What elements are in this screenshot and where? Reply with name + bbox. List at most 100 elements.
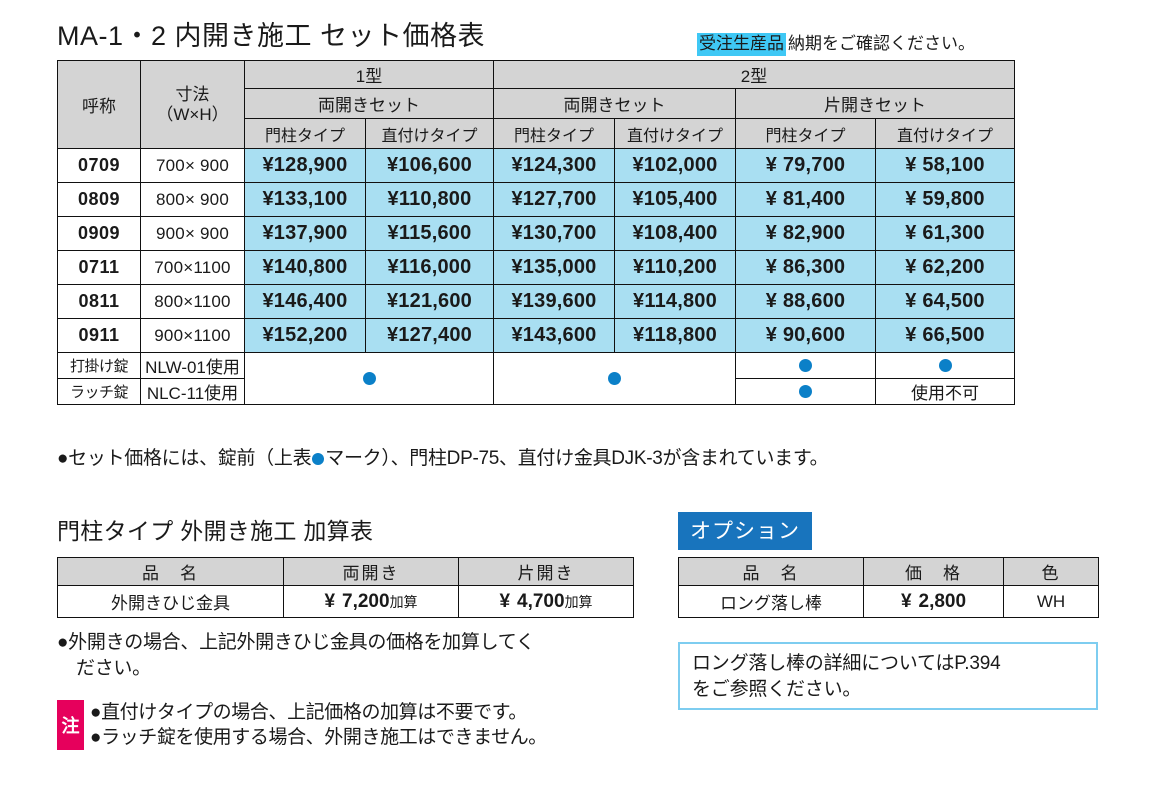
cell-code: 0909 — [57, 216, 141, 251]
table-row: 0909 900× 900 ¥137,900 ¥115,600 ¥130,700… — [57, 216, 1016, 251]
col-header-dimension: 寸法 （W×H） — [140, 60, 245, 149]
table-row: 0709 700× 900 ¥128,900 ¥106,600 ¥124,300… — [57, 148, 1016, 183]
cell-dimension: 700×1100 — [140, 250, 245, 285]
cell-lock-model: NLC-11使用 — [140, 378, 245, 405]
cell-t1-double-direct: ¥127,400 — [365, 318, 494, 353]
add-single-value: 4,700 — [517, 590, 565, 612]
opt-col-header-color: 色 — [1003, 557, 1099, 586]
page-title: MA-1・2 内開き施工 セット価格表 — [57, 21, 486, 51]
table-row: ロング落し棒 ¥2,800 WH — [678, 585, 1099, 618]
addition-note-line2: ださい。 — [76, 657, 151, 679]
table-row: 外開きひじ金具 ¥7,200加算 ¥4,700加算 — [57, 585, 634, 618]
addition-table: 品 名 両開き 片開き 外開きひじ金具 ¥7,200加算 ¥4,700加算 — [57, 557, 634, 618]
made-to-order-notice: 受注生産品 納期をご確認ください。 — [697, 29, 975, 56]
add-cell-item: 外開きひじ金具 — [57, 585, 284, 618]
dimension-label-line1: 寸法 — [175, 84, 210, 104]
cell-t2-single-direct: ¥ 61,300 — [874, 216, 1016, 251]
cell-t2-double-direct: ¥105,400 — [614, 182, 736, 217]
blue-dot-icon — [362, 371, 376, 385]
table-row: 0809 800× 900 ¥133,100 ¥110,800 ¥127,700… — [57, 182, 1016, 217]
cell-t1-double-lock-mark — [244, 352, 494, 405]
col-header-t2-single-direct: 直付けタイプ — [874, 118, 1016, 149]
cell-t1-double-direct: ¥116,000 — [365, 250, 494, 285]
cell-t2-single-direct-lock-mark — [874, 352, 1016, 379]
cell-code: 0711 — [57, 250, 141, 285]
cell-t2-double-post: ¥135,000 — [493, 250, 615, 285]
col-header-t1-double-post: 門柱タイプ — [244, 118, 366, 149]
col-header-t2-double-direct: 直付けタイプ — [614, 118, 736, 149]
cell-t2-double-direct: ¥114,800 — [614, 284, 736, 319]
cell-t1-double-post: ¥133,100 — [244, 182, 366, 217]
add-double-value: 7,200 — [342, 590, 390, 612]
cell-t2-single-direct: ¥ 66,500 — [874, 318, 1016, 353]
cell-t2-double-post: ¥143,600 — [493, 318, 615, 353]
cell-t1-double-post: ¥146,400 — [244, 284, 366, 319]
set-price-note: ●セット価格には、錠前（上表 マーク）、門柱DP-75、直付け金具DJK-3が含ま… — [57, 443, 829, 470]
add-col-header-single: 片開き — [458, 557, 634, 586]
cell-t1-double-direct: ¥121,600 — [365, 284, 494, 319]
cell-t2-double-post: ¥127,700 — [493, 182, 615, 217]
col-header-type2-double: 両開きセット — [493, 88, 736, 119]
add-double-suffix: 加算 — [389, 593, 418, 610]
dimension-label-line2: （W×H） — [156, 104, 229, 124]
cell-code: 0809 — [57, 182, 141, 217]
opt-cell-price: ¥2,800 — [863, 585, 1004, 618]
cell-lock-name: ラッチ錠 — [57, 378, 141, 405]
blue-dot-icon — [312, 453, 325, 465]
cell-t2-single-direct: ¥ 59,800 — [874, 182, 1016, 217]
addition-section-title: 門柱タイプ 外開き施工 加算表 — [57, 518, 374, 544]
option-table: 品 名 価 格 色 ロング落し棒 ¥2,800 WH — [678, 557, 1099, 618]
col-header-t1-double-direct: 直付けタイプ — [365, 118, 494, 149]
cell-t2-single-post: ¥ 79,700 — [735, 148, 876, 183]
cell-t2-double-post: ¥130,700 — [493, 216, 615, 251]
col-header-type1-double: 両開きセット — [244, 88, 494, 119]
option-badge: オプション — [678, 512, 812, 550]
table-row: 0711 700×1100 ¥140,800 ¥116,000 ¥135,000… — [57, 250, 1016, 285]
set-price-note-prefix: ●セット価格には、錠前（上表 — [57, 448, 312, 469]
caution-block: 注 ●直付けタイプの場合、上記価格の加算は不要です。 ●ラッチ錠を使用する場合、… — [57, 700, 547, 750]
yen-symbol: ¥ — [900, 590, 912, 612]
yen-symbol: ¥ — [324, 590, 336, 612]
cell-t2-single-direct: ¥ 58,100 — [874, 148, 1016, 183]
price-table: 呼称 寸法 （W×H） 1型 2型 両開きセット 両開きセット 片開きセット 門… — [57, 60, 1016, 405]
add-col-header-item: 品 名 — [57, 557, 284, 586]
cell-t1-double-post: ¥140,800 — [244, 250, 366, 285]
cell-t1-double-direct: ¥106,600 — [365, 148, 494, 183]
cell-lock-name: 打掛け錠 — [57, 352, 141, 379]
opt-cell-item: ロング落し棒 — [678, 585, 864, 618]
option-reference-line2: をご参照ください。 — [692, 678, 862, 700]
cell-code: 0709 — [57, 148, 141, 183]
cell-t2-single-post-lock-mark — [735, 352, 876, 379]
add-cell-single-price: ¥4,700加算 — [458, 585, 634, 618]
lock-row: 打掛け錠 NLW-01使用 — [57, 352, 1016, 405]
blue-dot-icon — [938, 358, 952, 372]
cell-t1-double-direct: ¥115,600 — [365, 216, 494, 251]
col-header-type2: 2型 — [492, 60, 1016, 89]
blue-dot-icon — [799, 384, 812, 398]
set-price-note-suffix: マーク）、門柱DP-75、直付け金具DJK-3が含まれています。 — [325, 448, 829, 469]
page-header: MA-1・2 内開き施工 セット価格表 受注生産品 納期をご確認ください。 — [57, 14, 1107, 58]
cell-t2-double-direct: ¥108,400 — [614, 216, 736, 251]
cell-t1-double-post: ¥128,900 — [244, 148, 366, 183]
cell-t1-double-post: ¥152,200 — [244, 318, 366, 353]
cell-dimension: 800×1100 — [140, 284, 245, 319]
cell-t2-single-post: ¥ 86,300 — [735, 250, 876, 285]
opt-cell-color: WH — [1003, 585, 1099, 618]
col-header-code: 呼称 — [57, 60, 141, 149]
add-single-suffix: 加算 — [564, 593, 593, 610]
cell-t2-single-post-lock-mark — [735, 378, 876, 405]
caution-badge: 注 — [57, 700, 84, 750]
opt-price-value: 2,800 — [918, 590, 967, 612]
lock-row: ラッチ錠 NLC-11使用 使用不可 — [57, 378, 1016, 405]
addition-note-line1: ●外開きの場合、上記外開きひじ金具の価格を加算してく — [57, 632, 535, 653]
table-row: 0911 900×1100 ¥152,200 ¥127,400 ¥143,600… — [57, 318, 1016, 353]
cell-dimension: 800× 900 — [140, 182, 245, 217]
opt-col-header-price: 価 格 — [863, 557, 1004, 586]
col-header-t2-single-post: 門柱タイプ — [735, 118, 876, 149]
cell-t2-double-lock-mark — [493, 352, 736, 405]
addition-note: ●外開きの場合、上記外開きひじ金具の価格を加算してく ださい。 — [57, 630, 637, 681]
cell-t2-double-direct: ¥102,000 — [614, 148, 736, 183]
made-to-order-note: 納期をご確認ください。 — [788, 34, 975, 54]
cell-t2-single-post: ¥ 82,900 — [735, 216, 876, 251]
cell-dimension: 700× 900 — [140, 148, 245, 183]
